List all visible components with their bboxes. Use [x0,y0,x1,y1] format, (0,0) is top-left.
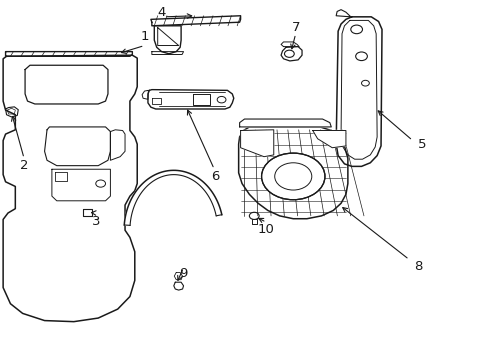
Polygon shape [152,98,160,104]
Polygon shape [5,51,132,56]
Text: 3: 3 [91,215,100,228]
Polygon shape [5,107,18,117]
Polygon shape [110,130,125,160]
Polygon shape [281,42,299,46]
Polygon shape [238,127,347,219]
Polygon shape [142,90,148,99]
Polygon shape [152,51,183,54]
Text: 6: 6 [211,170,219,183]
Polygon shape [154,26,181,54]
Polygon shape [281,46,302,61]
Text: 5: 5 [417,138,426,151]
Polygon shape [193,94,210,105]
Polygon shape [82,209,92,216]
Polygon shape [25,65,108,104]
Polygon shape [312,131,345,148]
Polygon shape [124,170,222,225]
Polygon shape [7,108,15,114]
Polygon shape [340,21,376,159]
Text: 2: 2 [20,159,28,172]
Polygon shape [3,55,137,321]
Polygon shape [44,127,110,166]
Polygon shape [148,90,233,109]
Text: 9: 9 [179,267,187,280]
Text: 8: 8 [413,260,422,273]
Circle shape [261,153,325,200]
Polygon shape [52,169,110,201]
Polygon shape [240,130,273,157]
Polygon shape [173,282,183,290]
Polygon shape [174,273,182,280]
Text: 10: 10 [258,223,274,236]
Polygon shape [158,28,178,45]
Polygon shape [335,17,381,166]
Polygon shape [335,10,350,17]
Text: 7: 7 [291,21,299,34]
Polygon shape [55,172,66,181]
Text: 1: 1 [140,30,148,43]
Polygon shape [239,119,330,127]
Text: 4: 4 [157,6,165,19]
Polygon shape [251,220,256,224]
Polygon shape [151,16,240,26]
Circle shape [249,212,259,220]
